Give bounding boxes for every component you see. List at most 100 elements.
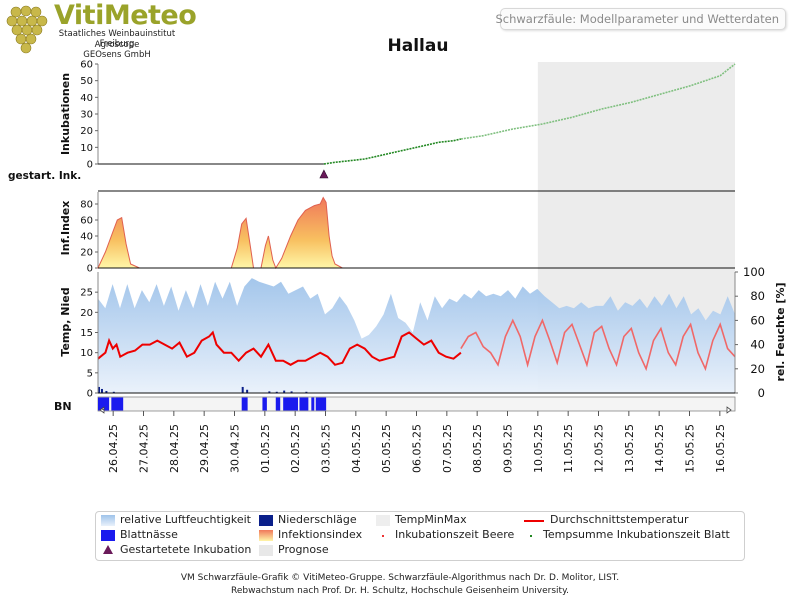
logo-line-agroscope: Agroscope	[94, 40, 140, 50]
inf-ytick-label-0: 0	[87, 264, 93, 275]
inc-ytick-label-4: 40	[80, 93, 93, 104]
inf-ytick-label-4: 80	[80, 200, 93, 211]
legend-swatch-6	[382, 535, 384, 537]
avg-temperature-line	[97, 330, 462, 366]
precip-bar-3	[112, 391, 115, 393]
xtick-label-15: 11.05.25	[562, 424, 575, 473]
inf-series-0	[97, 196, 343, 270]
logo-line-institute: Staatliches Weinbauinstitut Freiburg	[58, 29, 176, 49]
bn-scroll-right-icon	[726, 406, 732, 414]
xtick-label-13: 09.05.25	[502, 424, 515, 473]
footer-credit-line-2: Rebwachstum nach Prof. Dr. H. Schultz, H…	[231, 586, 569, 596]
precip-bar-9	[290, 391, 293, 393]
bn-interval-6	[299, 397, 309, 411]
weather-y2label: rel. Feuchte [%]	[774, 283, 787, 382]
xtick-label-6: 02.05.25	[289, 424, 302, 473]
precip-bar-4	[241, 386, 244, 393]
xtick-label-3: 29.04.25	[198, 424, 211, 473]
bn-ylabel: BN	[54, 400, 72, 413]
xtick-label-1: 27.04.25	[138, 424, 151, 473]
footer-credit-line-1: VM Schwarzfäule-Grafik © VitiMeteo-Grupp…	[180, 573, 620, 583]
weather-ytick-label-0: 0	[87, 389, 93, 400]
legend-label-7: Tempsumme Inkubationszeit Blatt	[543, 528, 730, 541]
bn-interval-0	[98, 397, 110, 411]
precip-bar-10	[305, 391, 308, 393]
precip-bar-8	[283, 390, 286, 393]
bn-interval-5	[283, 397, 298, 411]
start-ylabel: gestart. Ink.	[8, 170, 81, 182]
humidity-area	[98, 278, 735, 393]
weather-y2tick-label-1: 20	[750, 362, 765, 376]
logo-title: VitiMeteo	[54, 0, 197, 31]
bn-interval-3	[262, 397, 267, 411]
legend-swatch-5	[259, 530, 273, 541]
forecast-temperature-line	[460, 318, 736, 372]
weather-ylabel: Temp, Nied	[59, 287, 72, 356]
legend-label-8: Gestartetete Inkubation	[120, 543, 252, 556]
xtick-label-16: 12.05.25	[593, 424, 606, 473]
weather-ytick-label-4: 20	[80, 308, 93, 319]
start-marker-0	[319, 169, 329, 179]
xtick-label-20: 16.05.25	[714, 424, 727, 473]
chart-title: Hallau	[388, 36, 449, 56]
precip-bar-7	[275, 391, 278, 393]
legend-swatch-0	[101, 515, 115, 526]
bn-scroll-left-icon	[99, 406, 105, 414]
precip-bar-5	[246, 389, 249, 393]
weather-y2tick-label-2: 40	[750, 338, 765, 352]
legend-label-0: relative Luftfeuchtigkeit	[120, 513, 251, 526]
inc-ytick-label-1: 10	[80, 143, 93, 154]
xtick-label-5: 01.05.25	[259, 424, 272, 473]
legend-label-1: Niederschläge	[278, 513, 357, 526]
header-title: Schwarzfäule: Modellparameter und Wetter…	[495, 12, 779, 26]
inf-ylabel: Inf.Index	[59, 201, 72, 256]
inf-ytick-label-1: 20	[80, 248, 93, 259]
legend-swatch-8	[103, 545, 113, 554]
legend-label-6: Inkubationszeit Beere	[395, 528, 515, 541]
weather-ytick-label-3: 15	[80, 328, 93, 339]
inc-ytick-label-5: 50	[80, 76, 93, 87]
inc-ytick-label-0: 0	[87, 160, 93, 171]
xtick-label-8: 04.05.25	[350, 424, 363, 473]
inc-ytick-label-2: 20	[80, 126, 93, 137]
legend-swatch-4	[101, 530, 115, 541]
legend-label-3: Durchschnittstemperatur	[550, 513, 689, 526]
xtick-label-4: 30.04.25	[229, 424, 242, 473]
xtick-label-11: 07.05.25	[441, 424, 454, 473]
bn-interval-2	[241, 397, 248, 411]
xtick-label-7: 03.05.25	[320, 424, 333, 473]
legend-swatch-1	[259, 515, 273, 526]
xtick-label-12: 08.05.25	[471, 424, 484, 473]
legend-swatch-7	[530, 535, 532, 537]
precip-bar-2	[105, 390, 108, 393]
precip-bar-0	[98, 386, 100, 393]
legend-swatch-2	[376, 515, 390, 526]
precip-bar-6	[268, 391, 271, 393]
bn-interval-4	[275, 397, 281, 411]
xtick-label-18: 14.05.25	[653, 424, 666, 473]
legend-swatch-9	[259, 545, 273, 556]
legend-swatch-3	[524, 520, 544, 522]
legend: relative Luftfeuchtigkeit Niederschläge Te…	[95, 511, 745, 561]
bn-interval-8	[315, 397, 327, 411]
xtick-label-0: 26.04.25	[107, 424, 120, 473]
xtick-label-10: 06.05.25	[411, 424, 424, 473]
bn-interval-7	[311, 397, 315, 411]
logo-line-geosens: GEOsens GmbH	[83, 50, 151, 60]
xtick-label-19: 15.05.25	[684, 424, 697, 473]
legend-label-5: Infektionsindex	[278, 528, 363, 541]
logo: VitiMeteo Staatliches Weinbauinstitut Fr…	[6, 0, 197, 62]
weather-y2tick-label-0: 0	[758, 386, 765, 400]
xtick-label-17: 13.05.25	[623, 424, 636, 473]
weather-ytick-label-1: 5	[87, 368, 93, 379]
inc-ytick-label-6: 60	[80, 60, 93, 71]
precip-bar-1	[100, 388, 103, 393]
inc-ylabel: Inkubationen	[59, 73, 72, 155]
inc-series-2	[460, 63, 736, 140]
legend-label-2: TempMinMax	[395, 513, 467, 526]
xtick-label-2: 28.04.25	[168, 424, 181, 473]
inc-series-1	[323, 138, 462, 165]
xtick-label-9: 05.05.25	[380, 424, 393, 473]
weather-y2tick-label-5: 100	[743, 265, 765, 279]
